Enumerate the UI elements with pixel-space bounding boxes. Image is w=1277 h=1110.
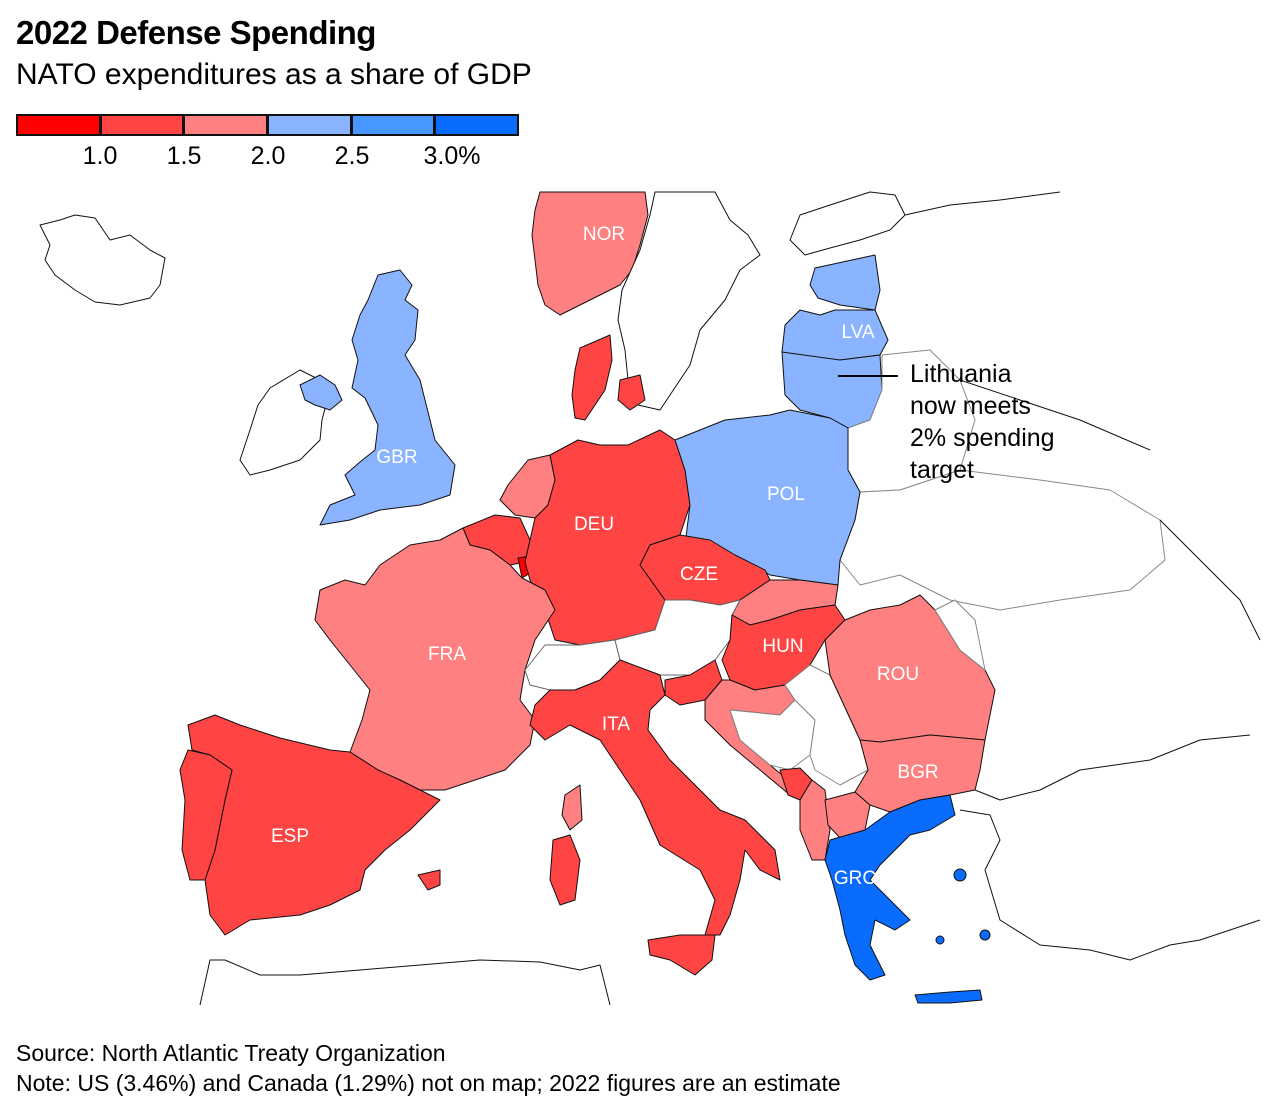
country-label-ita: ITA <box>602 714 630 735</box>
country-alb <box>799 779 831 861</box>
legend-bin <box>18 116 102 134</box>
country-labels: NOR GBR LVA POL DEU CZE FRA HUN ROU ITA … <box>271 224 939 889</box>
legend-tick: 2.0 <box>250 142 286 170</box>
country-label-bgr: BGR <box>897 762 938 783</box>
annotation-line: Lithuania <box>910 360 1012 388</box>
country-label-lva: LVA <box>841 322 874 343</box>
legend-tick: 1.0 <box>82 142 118 170</box>
country-ita-sardinia <box>549 834 581 906</box>
country-nor <box>531 191 649 316</box>
country-label-hun: HUN <box>762 636 803 657</box>
lithuania-annotation: Lithuania now meets 2% spending target <box>910 358 1055 486</box>
country-label-fra: FRA <box>428 644 466 665</box>
chart-title: 2022 Defense Spending <box>16 14 376 51</box>
country-fin <box>789 191 906 256</box>
chart-subtitle: NATO expenditures as a share of GDP <box>16 58 532 91</box>
country-gbr <box>319 269 456 526</box>
country-tur <box>959 734 1261 961</box>
country-prt <box>179 749 233 881</box>
country-label-cze: CZE <box>680 564 718 585</box>
annotation-line: 2% spending <box>910 424 1055 452</box>
country-rou <box>824 594 996 743</box>
legend-bin <box>436 116 518 134</box>
legend-bin <box>185 116 270 134</box>
legend-tick: 2.5 <box>334 142 370 170</box>
country-esp-balearic <box>417 869 441 891</box>
country-grc-crete <box>914 989 983 1004</box>
legend-tick: 1.5 <box>166 142 202 170</box>
europe-map: NOR GBR LVA POL DEU CZE FRA HUN ROU ITA … <box>39 191 1261 1006</box>
country-label-deu: DEU <box>574 514 614 535</box>
country-ita-sicily <box>647 934 716 976</box>
country-ita <box>529 659 781 936</box>
legend-bin <box>269 116 353 134</box>
country-gbr-ni <box>299 374 343 411</box>
country-mda <box>934 599 986 671</box>
coast-north-africa <box>199 959 611 1006</box>
annotation-line: target <box>910 456 974 484</box>
country-rus <box>904 191 1261 641</box>
country-hun <box>721 604 846 691</box>
country-label-rou: ROU <box>877 664 919 685</box>
country-grc-island <box>979 929 991 941</box>
country-grc-island <box>953 868 967 882</box>
country-grc-island <box>935 935 945 945</box>
country-dnk <box>571 334 646 421</box>
legend-tick: 3.0% <box>423 142 481 170</box>
country-label-pol: POL <box>767 484 805 505</box>
country-swe <box>617 191 761 411</box>
legend-bin <box>352 116 437 134</box>
color-legend <box>16 114 519 136</box>
legend-ticks: 1.0 1.5 2.0 2.5 3.0% <box>16 142 519 172</box>
country-fra-corsica <box>561 784 583 831</box>
country-label-grc: GRC <box>834 868 876 889</box>
annotation-line: now meets <box>910 392 1031 420</box>
country-est <box>809 254 881 311</box>
country-isl <box>39 214 166 306</box>
country-ukr <box>839 469 1166 611</box>
country-grc <box>824 794 956 981</box>
source-note: Source: North Atlantic Treaty Organizati… <box>16 1040 446 1066</box>
country-label-esp: ESP <box>271 826 309 847</box>
country-label-gbr: GBR <box>376 447 417 468</box>
legend-bin <box>101 116 186 134</box>
country-label-nor: NOR <box>583 224 625 245</box>
footnote: Note: US (3.46%) and Canada (1.29%) not … <box>16 1070 841 1096</box>
